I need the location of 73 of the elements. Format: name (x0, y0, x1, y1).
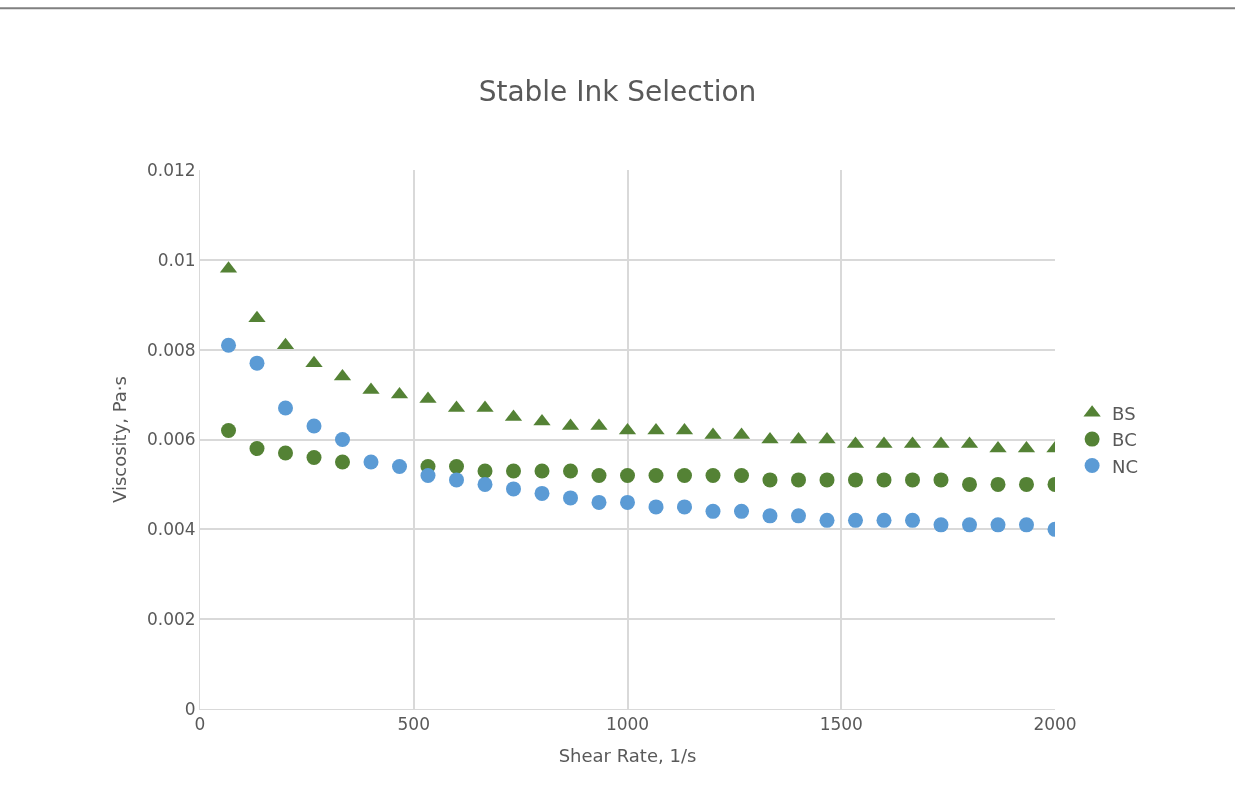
point (591, 494, 607, 510)
y-tick-label: 0 (184, 698, 196, 719)
point (392, 458, 408, 474)
point (762, 508, 778, 524)
point (449, 472, 464, 488)
point (648, 499, 664, 515)
point (962, 476, 977, 492)
x-tick-label: 2000 (1033, 714, 1077, 735)
legend-label: BC (1112, 429, 1137, 451)
point (791, 472, 806, 488)
point (905, 472, 921, 488)
point (221, 337, 237, 353)
legend-label: NC (1112, 455, 1139, 477)
point (278, 400, 293, 416)
point (534, 485, 550, 501)
point (962, 517, 977, 533)
point (249, 355, 265, 371)
point (677, 499, 692, 515)
point (762, 472, 778, 488)
x-axis-title: Shear Rate, 1/s (558, 744, 697, 766)
point (905, 512, 921, 528)
point (620, 467, 635, 483)
y-tick-label: 0.012 (146, 159, 196, 180)
point (335, 454, 350, 470)
chart-title: Stable Ink Selection (478, 74, 757, 108)
point (933, 517, 949, 533)
point (306, 449, 322, 465)
point (705, 503, 721, 519)
point (563, 463, 579, 479)
point (278, 445, 293, 461)
point (1019, 476, 1034, 492)
point (876, 472, 892, 488)
y-tick-label: 0.002 (146, 609, 196, 630)
point (249, 440, 265, 456)
point (563, 490, 579, 506)
point (734, 503, 750, 519)
point (819, 472, 835, 488)
point (534, 463, 550, 479)
point (933, 472, 949, 488)
point (221, 423, 237, 439)
point (335, 432, 350, 447)
point (791, 508, 806, 524)
point (819, 512, 835, 528)
point (734, 467, 750, 483)
point (1019, 517, 1034, 533)
y-tick-label: 0.006 (146, 429, 196, 450)
y-tick-label: 0.004 (146, 519, 196, 540)
point (620, 494, 635, 510)
x-tick-label: 1000 (605, 714, 650, 735)
point (477, 463, 493, 479)
point (990, 476, 1006, 492)
point (848, 512, 863, 528)
point (420, 467, 436, 483)
point (989, 440, 1007, 453)
point (848, 472, 863, 488)
point (477, 476, 493, 492)
point (648, 467, 664, 483)
point (990, 517, 1006, 533)
point (705, 467, 721, 483)
point (591, 467, 607, 483)
point (506, 463, 521, 479)
x-tick-label: 500 (397, 714, 430, 735)
point (876, 512, 892, 528)
point (449, 458, 464, 474)
legend-label: BS (1112, 402, 1136, 424)
y-tick-label: 0.01 (157, 249, 196, 270)
point (506, 481, 521, 497)
point (306, 418, 322, 434)
y-tick-label: 0.008 (146, 339, 196, 360)
x-tick-label: 1500 (819, 714, 863, 735)
point (363, 454, 379, 470)
point (677, 467, 692, 483)
y-axis-title: Viscosity, Pa·s (109, 376, 131, 503)
